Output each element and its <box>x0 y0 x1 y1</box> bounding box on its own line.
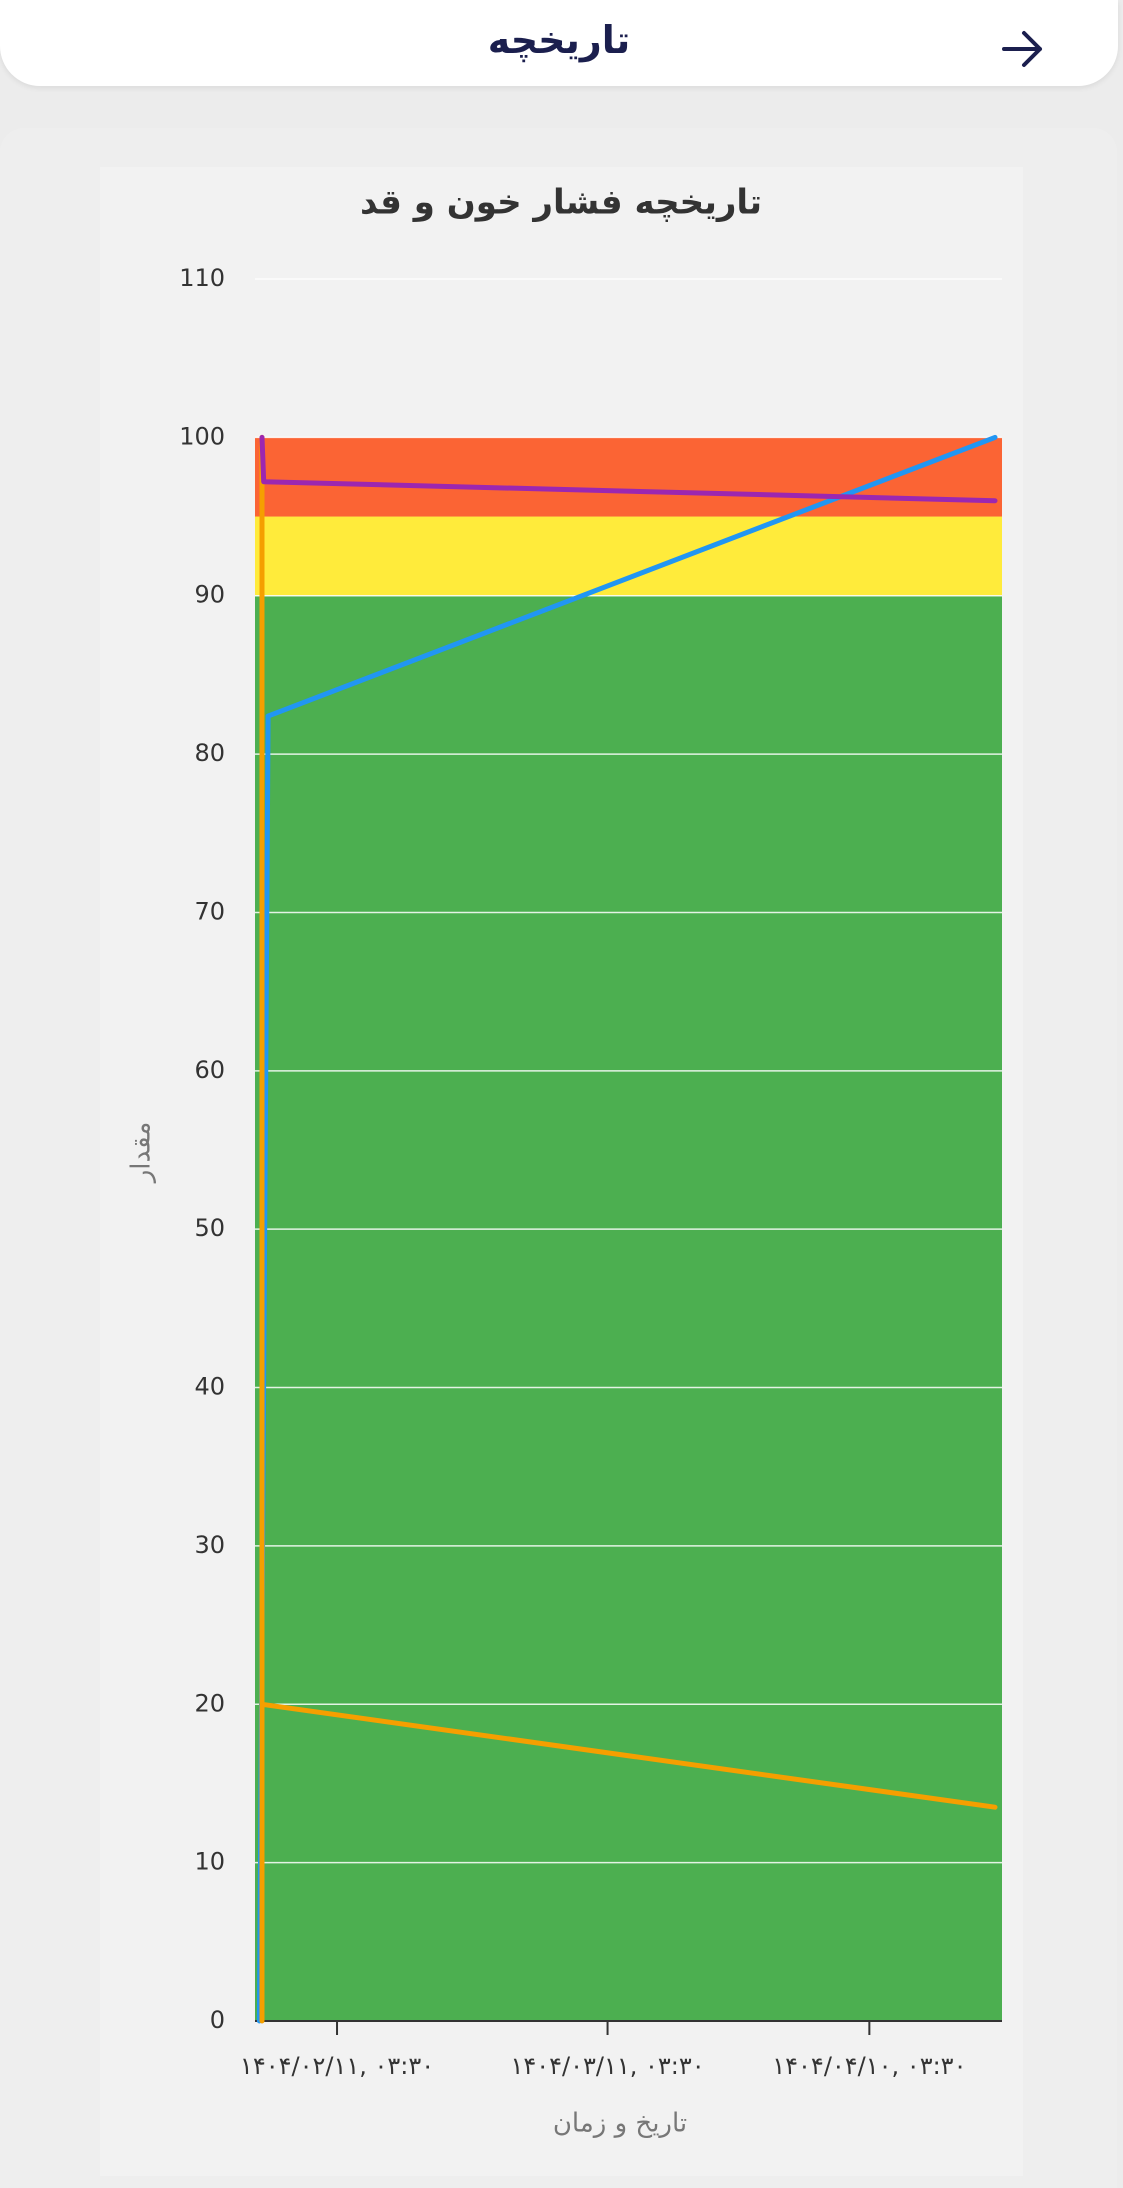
y-tick-label: 80 <box>194 739 225 767</box>
y-tick-label: 40 <box>194 1373 225 1401</box>
series-line <box>259 434 998 2024</box>
threshold-band <box>255 595 1002 2021</box>
y-tick-label: 20 <box>194 1689 225 1717</box>
y-tick-label: 30 <box>194 1531 225 1559</box>
y-tick-label: 50 <box>194 1214 225 1242</box>
header: تاریخچه <box>0 0 1118 86</box>
y-tick-label: 0 <box>210 2006 225 2034</box>
x-axis-label: تاریخ و زمان <box>553 2109 687 2139</box>
y-axis-label: مقدار <box>127 1122 157 1185</box>
back-button[interactable] <box>1000 26 1046 72</box>
series-line <box>259 434 998 504</box>
threshold-band <box>255 516 1002 596</box>
threshold-band <box>255 437 1002 517</box>
y-tick-label: 90 <box>194 581 225 609</box>
x-tick-label: ۱۴۰۴/۰۴/۱۰, ۰۳:۳۰ <box>772 2052 966 2080</box>
y-tick-label: 10 <box>194 1848 225 1876</box>
y-tick-label: 100 <box>179 422 225 450</box>
x-tick-label: ۱۴۰۴/۰۳/۱۱, ۰۳:۳۰ <box>510 2052 704 2080</box>
header-title: تاریخچه <box>487 18 631 62</box>
y-tick-label: 110 <box>179 264 225 292</box>
chart-title: تاریخچه فشار خون و قد <box>360 183 762 223</box>
y-tick-label: 60 <box>194 1056 225 1084</box>
y-tick-label: 70 <box>194 897 225 925</box>
x-tick-label: ۱۴۰۴/۰۲/۱۱, ۰۳:۳۰ <box>240 2052 434 2080</box>
